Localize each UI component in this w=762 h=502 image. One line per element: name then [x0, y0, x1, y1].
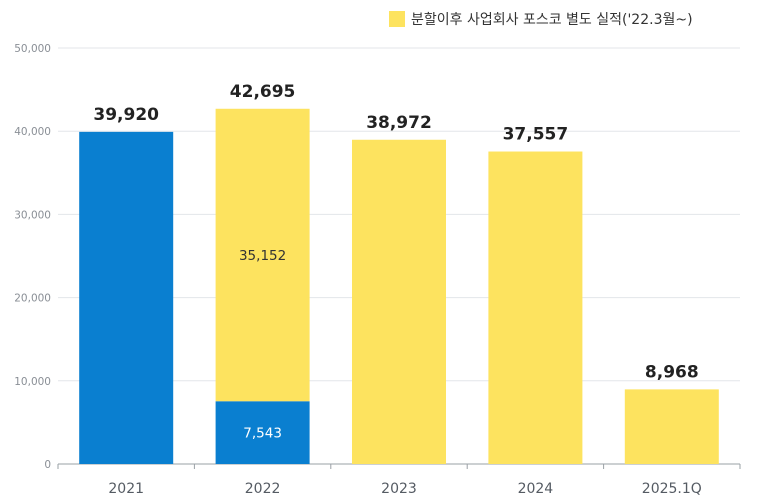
y-tick-label: 10,000 — [14, 376, 51, 388]
segment-data-label: 7,543 — [243, 426, 282, 442]
legend-swatch-post-split — [389, 11, 405, 27]
bar-pre_split — [215, 401, 310, 464]
y-tick-label: 40,000 — [14, 126, 51, 138]
segment-data-label: 35,152 — [239, 248, 286, 264]
y-tick-label: 20,000 — [14, 293, 51, 305]
bar-total-label: 8,968 — [645, 362, 699, 382]
y-tick-label: 50,000 — [14, 43, 51, 55]
x-tick-label: 2024 — [518, 481, 554, 497]
x-tick-label: 2022 — [245, 481, 281, 497]
bar-post_split — [352, 139, 446, 464]
bar-total-label: 39,920 — [93, 105, 159, 125]
x-tick-label: 2023 — [381, 481, 417, 497]
x-tick-label: 2021 — [108, 481, 144, 497]
bar-post_split — [624, 389, 719, 464]
bar-total-label: 42,695 — [230, 82, 296, 102]
chart-legend: 분할이후 사업회사 포스코 별도 실적('22.3월~) — [389, 9, 693, 29]
bar-post_split — [488, 151, 583, 464]
bar-total-label: 38,972 — [366, 113, 432, 133]
x-tick-label: 2025.1Q — [642, 481, 702, 497]
bar-total-label: 37,557 — [503, 125, 569, 145]
y-tick-label: 30,000 — [14, 209, 51, 221]
y-tick-label: 0 — [44, 459, 51, 471]
bar-post_split — [215, 108, 310, 402]
legend-label-post-split: 분할이후 사업회사 포스코 별도 실적('22.3월~) — [411, 12, 693, 28]
bar-pre_split — [79, 131, 174, 464]
